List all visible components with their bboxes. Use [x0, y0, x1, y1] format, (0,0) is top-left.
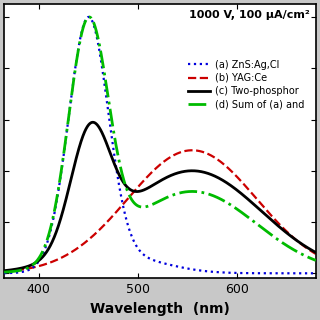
Text: 1000 V, 100 μA/cm²: 1000 V, 100 μA/cm² — [189, 10, 309, 20]
Legend: (a) ZnS:Ag,Cl, (b) YAG:Ce, (c) Two-phosphor, (d) Sum of (a) and: (a) ZnS:Ag,Cl, (b) YAG:Ce, (c) Two-phosp… — [184, 56, 308, 114]
X-axis label: Wavelength  (nm): Wavelength (nm) — [90, 302, 230, 316]
